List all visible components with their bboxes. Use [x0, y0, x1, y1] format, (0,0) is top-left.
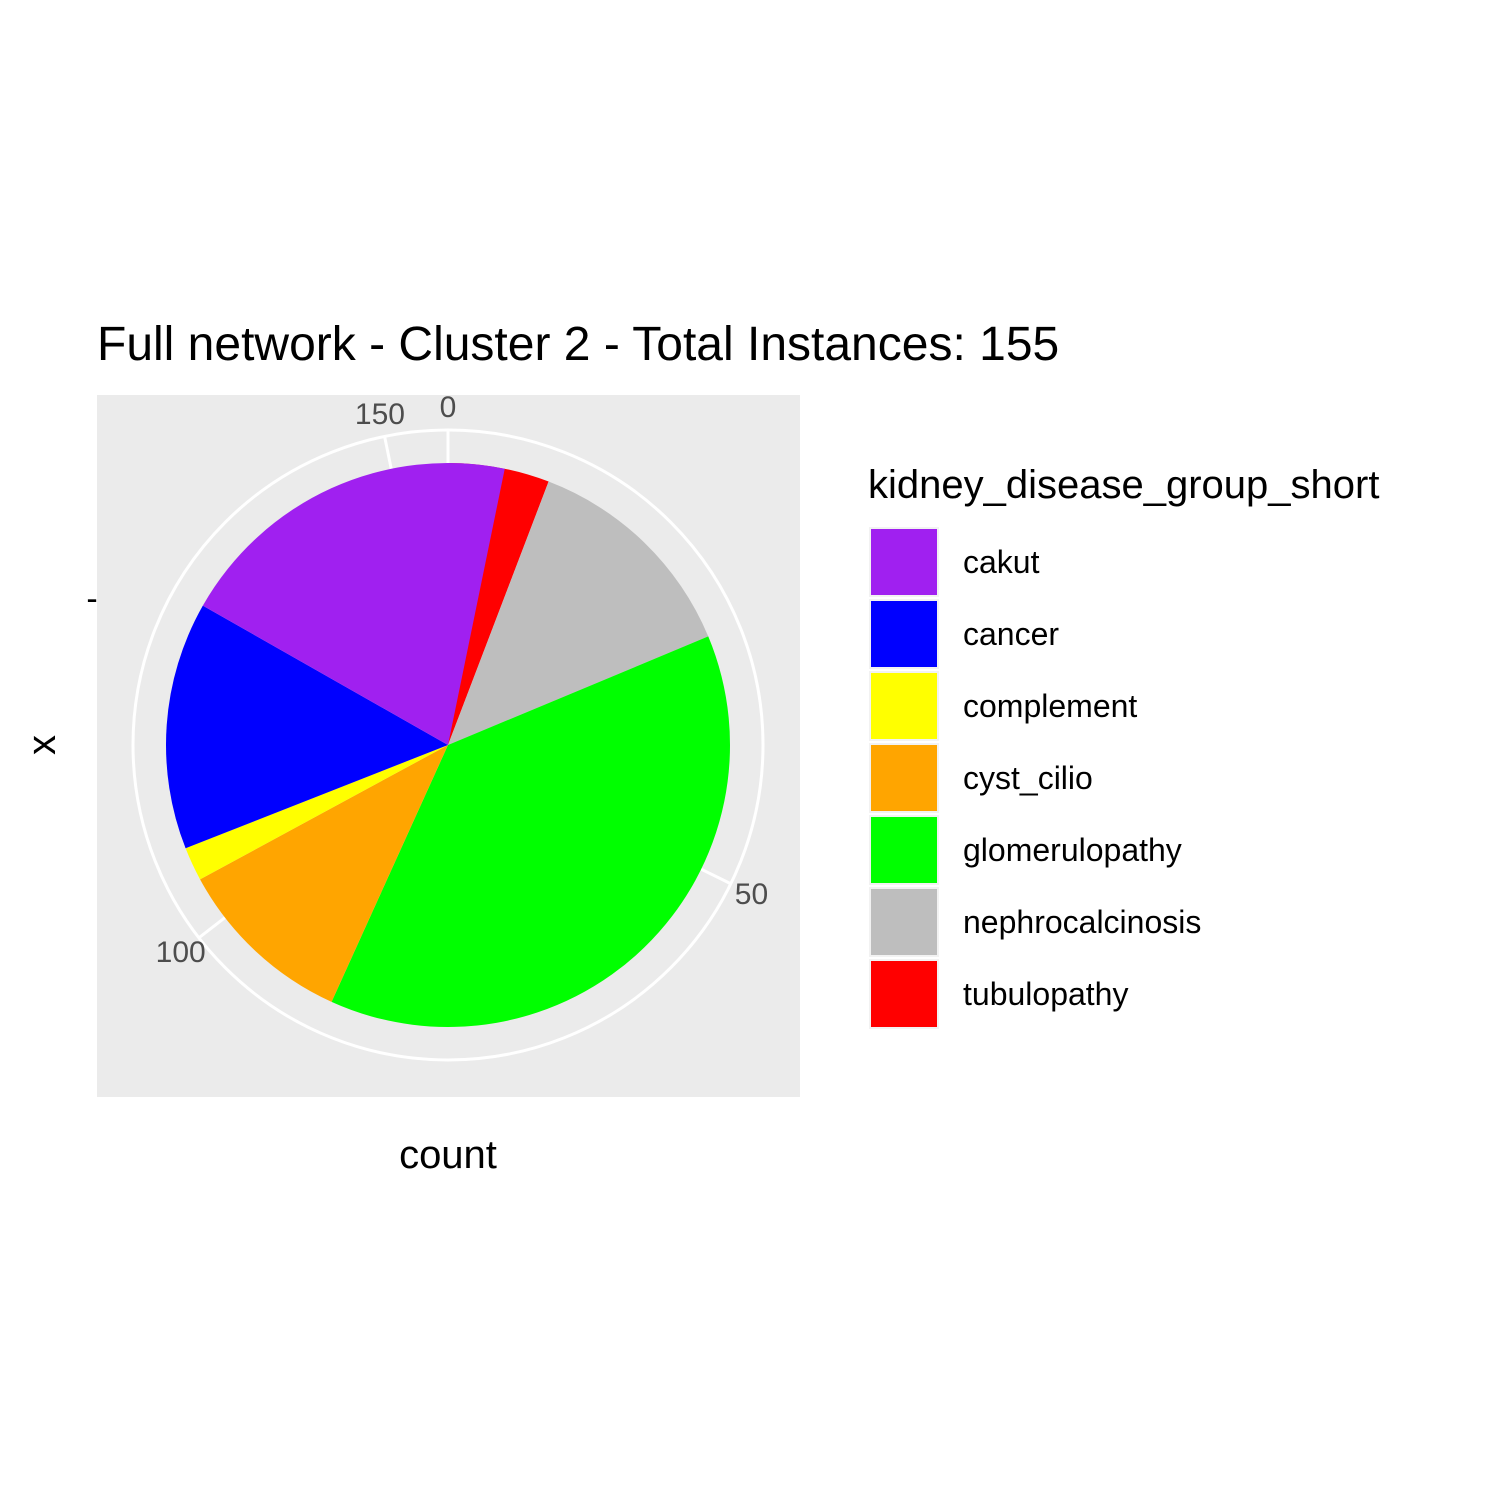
y-tick-label: - [86, 580, 97, 618]
legend-label-glomerulopathy: glomerulopathy [963, 832, 1182, 868]
slice-glomerulopathy [331, 636, 730, 1027]
slice-complement [185, 745, 449, 880]
legend-label-nephrocalcinosis: nephrocalcinosis [963, 904, 1201, 940]
polar-grid [131, 428, 765, 1062]
legend-key-cakut [869, 527, 939, 597]
legend-key-cyst-cilio [869, 743, 939, 813]
legend-key-tubulopathy [869, 959, 939, 1029]
legend-label-complement: complement [963, 688, 1137, 724]
x-axis-title: count [399, 1133, 497, 1177]
legend-key-glomerulopathy [869, 815, 939, 885]
legend-key-nephrocalcinosis [869, 887, 939, 957]
theta-tick-label-0: 0 [440, 391, 457, 424]
legend-label-tubulopathy: tubulopathy [963, 976, 1128, 1012]
chart-title: Full network - Cluster 2 - Total Instanc… [97, 318, 1059, 371]
slice-cyst-cilio [200, 745, 448, 1002]
theta-tick-label-2: 100 [156, 936, 206, 969]
legend-key-cancer [869, 599, 939, 669]
theta-tick-labels: 0 50 100 150 [156, 391, 768, 969]
theta-tick-label-3: 150 [355, 398, 405, 431]
slice-cakut [202, 462, 505, 745]
pie-slices [166, 462, 730, 1027]
slice-cancer [166, 605, 448, 849]
legend-label-cyst-cilio: cyst_cilio [963, 760, 1093, 796]
grid-line-2 [197, 916, 226, 939]
legend-label-cakut: cakut [963, 544, 1040, 580]
slice-nephrocalcinosis [448, 481, 709, 745]
grid-line-1 [700, 867, 732, 886]
theta-tick-label-1: 50 [735, 878, 768, 911]
legend-key-complement [869, 671, 939, 741]
y-axis-title: x [20, 735, 64, 755]
legend-label-cancer: cancer [963, 616, 1059, 652]
legend-title: kidney_disease_group_short [868, 463, 1379, 507]
legend: cakut cancer complement cyst_cilio glomerulo… [869, 527, 1201, 1029]
grid-line-3 [383, 436, 393, 470]
